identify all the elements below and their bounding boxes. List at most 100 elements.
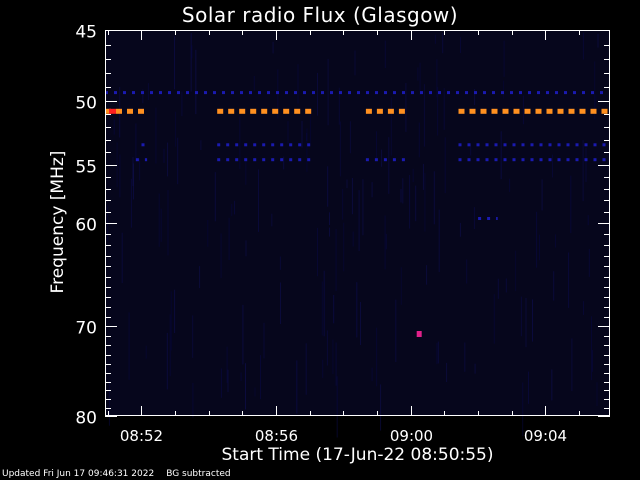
band-mark [285, 91, 288, 95]
band-mark [503, 158, 507, 162]
noise-streak [358, 190, 360, 251]
noise-streak [327, 166, 329, 207]
band-mark [276, 91, 279, 95]
noise-streak [515, 250, 517, 292]
band-mark [513, 108, 520, 114]
noise-streak [132, 157, 134, 186]
noise-streak [592, 350, 593, 372]
band-mark [469, 108, 476, 114]
band-mark [138, 108, 144, 114]
band-mark [244, 143, 248, 147]
noise-streak [227, 369, 229, 393]
noise-streak [167, 190, 169, 256]
noise-streak [130, 178, 132, 228]
noise-streak [444, 137, 446, 194]
band-mark [528, 91, 531, 95]
x-tick-label: 09:00 [390, 427, 433, 445]
noise-streak [342, 188, 344, 220]
noise-streak [415, 185, 417, 222]
noise-streak [520, 296, 522, 337]
band-mark [144, 158, 148, 162]
band-mark [401, 158, 405, 162]
band-mark [494, 143, 498, 147]
y-tick-label: 50 [75, 94, 97, 114]
noise-streak [371, 367, 373, 382]
band-mark [141, 143, 145, 147]
band-mark [231, 91, 234, 95]
noise-streak [296, 360, 298, 414]
band-mark [487, 217, 491, 220]
noise-streak [568, 252, 570, 308]
band-mark [294, 91, 297, 95]
band-peak-mark [109, 108, 116, 114]
noise-streak [433, 171, 435, 225]
band-mark [150, 91, 153, 95]
band-mark [593, 143, 597, 147]
update-timestamp: Updated Fri Jun 17 09:46:31 2022 [2, 469, 155, 479]
band-mark [485, 143, 489, 147]
band-mark [478, 217, 482, 220]
band-mark [582, 91, 585, 95]
noise-streak [426, 265, 428, 285]
band-mark [564, 91, 567, 95]
x-tick-label: 08:52 [120, 427, 163, 445]
noise-streak [571, 338, 573, 392]
noise-streak [354, 50, 356, 76]
noise-streak [412, 168, 414, 182]
band-mark [411, 91, 414, 95]
noise-streak [254, 387, 256, 397]
noise-streak [128, 312, 130, 380]
noise-streak [437, 86, 439, 136]
band-mark [502, 108, 509, 114]
band-mark [272, 108, 279, 114]
noise-streak [108, 380, 110, 426]
noise-streak [174, 36, 175, 90]
noise-streak [166, 332, 168, 390]
band-mark [546, 108, 553, 114]
band-mark [294, 108, 301, 114]
band-mark [283, 108, 290, 114]
noise-streak [260, 355, 261, 400]
band-mark [387, 108, 394, 114]
band-mark [375, 91, 378, 95]
band-mark [307, 143, 311, 147]
noise-streak [570, 175, 572, 234]
noise-streak [242, 304, 244, 365]
noise-streak [351, 178, 353, 215]
noise-streak [388, 137, 390, 194]
band-mark [458, 108, 465, 114]
noise-streak [446, 362, 448, 382]
noise-streak [220, 233, 222, 278]
noise-streak [263, 322, 265, 359]
band-mark [222, 91, 225, 95]
noise-streak [400, 189, 402, 203]
noise-streak [234, 200, 235, 215]
noise-streak [470, 145, 472, 156]
noise-streak [135, 123, 137, 162]
noise-streak [474, 363, 476, 374]
noise-streak [422, 163, 424, 190]
noise-streak [163, 148, 165, 163]
noise-streak [587, 215, 589, 226]
band-mark [512, 158, 516, 162]
band-mark [141, 91, 144, 95]
band-mark [330, 91, 333, 95]
noise-streak [522, 382, 524, 437]
noise-streak [503, 80, 505, 99]
noise-streak [220, 368, 222, 398]
band-mark [467, 143, 471, 147]
band-mark [557, 143, 561, 147]
band-mark [307, 158, 311, 162]
band-mark [267, 91, 270, 95]
noise-streak [503, 40, 505, 77]
band-mark [438, 91, 441, 95]
noise-streak [335, 342, 337, 386]
plot-area [105, 30, 610, 416]
band-mark [537, 91, 540, 95]
band-mark [384, 91, 387, 95]
band-mark [465, 91, 468, 95]
noise-streak [505, 278, 507, 293]
noise-streak [231, 203, 233, 216]
band-mark [456, 91, 459, 95]
